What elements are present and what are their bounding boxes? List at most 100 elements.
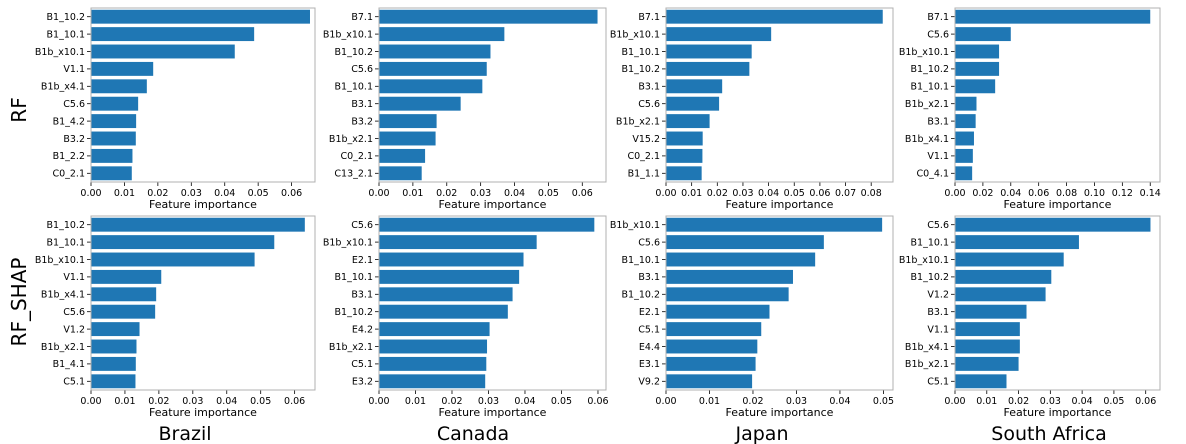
bar-v1-1 [955, 322, 1020, 337]
bar-v1-2 [955, 287, 1046, 302]
x-tick-label: 0.08 [861, 188, 882, 199]
bar-e2-1 [379, 252, 524, 267]
bar-b3-1 [379, 287, 513, 302]
y-tick-label: B1b_x10.1 [35, 47, 85, 58]
x-axis-label: Feature importance [726, 198, 834, 211]
y-tick-label: B1b_x10.1 [610, 220, 660, 231]
y-tick-label: B3.2 [63, 134, 85, 145]
x-tick-label: 0.06 [284, 396, 305, 407]
bar-b1b-x10-1 [666, 27, 772, 42]
x-tick-label: 0.03 [1040, 396, 1061, 407]
bar-b1-10-2 [666, 287, 789, 302]
y-tick-label: B1b_x2.1 [329, 134, 373, 145]
bar-b1b-x2-1 [379, 339, 488, 354]
y-tick-label: B1b_x2.1 [329, 342, 373, 353]
x-tick-label: 0.03 [182, 396, 203, 407]
bar-b1b-x4-1 [91, 79, 147, 94]
bar-v1-1 [955, 148, 973, 163]
bar-b7-1 [955, 9, 1151, 24]
y-tick-label: B3.2 [351, 116, 373, 127]
y-tick-label: B1_10.1 [622, 255, 660, 266]
x-tick-label: 0.01 [114, 188, 135, 199]
bar-b1-10-1 [666, 252, 816, 267]
y-tick-label: B1b_x4.1 [905, 342, 949, 353]
x-tick-label: 0.04 [1000, 188, 1021, 199]
y-tick-label: B1b_x10.1 [323, 29, 373, 40]
y-tick-label: B7.1 [638, 12, 660, 23]
x-tick-label: 0.02 [972, 188, 993, 199]
y-tick-label: B1b_x2.1 [41, 342, 85, 353]
y-tick-label: C13_2.1 [334, 169, 373, 180]
x-tick-label: 0.05 [248, 188, 269, 199]
y-tick-label: B3.1 [351, 99, 373, 110]
y-tick-label: V1.1 [63, 272, 85, 283]
y-tick-label: B1_10.2 [622, 290, 660, 301]
y-tick-label: B1b_x2.1 [905, 359, 949, 370]
bar-v1-1 [91, 269, 162, 284]
y-tick-label: B1b_x4.1 [41, 82, 85, 93]
x-tick-label: 0.00 [655, 396, 676, 407]
x-axis-label: Feature importance [149, 198, 257, 211]
y-tick-label: B1b_x10.1 [899, 255, 949, 266]
x-axis-label: Feature importance [439, 198, 547, 211]
x-tick-label: 0.02 [1008, 396, 1029, 407]
y-tick-label: B3.1 [927, 116, 949, 127]
y-tick-label: E2.1 [352, 255, 373, 266]
x-tick-label: 0.06 [1028, 188, 1049, 199]
y-tick-label: C5.1 [638, 324, 660, 335]
bar-b1-10-2 [666, 61, 750, 76]
bar-b1-10-1 [955, 79, 996, 94]
bar-c5-1 [666, 322, 762, 337]
x-axis-label: Feature importance [439, 406, 547, 419]
x-tick-label: 0.14 [1140, 188, 1161, 199]
x-tick-label: 0.01 [976, 396, 997, 407]
x-tick-label: 0.02 [148, 396, 169, 407]
panel-rf-brazil: B1_10.2 B1_10.1 B1b_x10.1 V1.1 B1b_x4.1 C5.6 B… [35, 7, 316, 211]
plot-frame [90, 215, 316, 391]
bar-b1b-x2-1 [91, 339, 137, 354]
y-tick-label: B1b_x10.1 [323, 237, 373, 248]
bar-b1b-x10-1 [91, 252, 255, 267]
y-tick-label: B1_10.1 [47, 237, 85, 248]
x-tick-label: 0.05 [784, 188, 805, 199]
bar-c0-4-1 [955, 166, 973, 181]
x-axis-label: Feature importance [1004, 198, 1112, 211]
bar-c5-6 [955, 27, 1011, 42]
bar-c5-1 [91, 374, 136, 389]
x-tick-label: 0.00 [80, 396, 101, 407]
x-tick-label: 0.05 [873, 396, 894, 407]
bar-b3-1 [666, 269, 793, 284]
x-tick-label: 0.03 [181, 188, 202, 199]
x-tick-label: 0.12 [1112, 188, 1133, 199]
y-tick-label: B1_10.2 [335, 47, 373, 58]
bar-b1b-x2-1 [955, 356, 1019, 371]
bar-b3-1 [666, 79, 723, 94]
panel-rf-shap-canada: C5.6 B1b_x10.1 E2.1 B1_10.1 B3.1 B1_10.2 E4.2 B… [323, 215, 609, 419]
y-tick-label: C5.6 [351, 220, 373, 231]
x-tick-label: 0.06 [572, 188, 593, 199]
y-tick-label: C0_2.1 [627, 151, 660, 162]
x-tick-label: 0.00 [655, 188, 676, 199]
bar-e4-2 [379, 322, 490, 337]
x-tick-label: 0.04 [504, 188, 525, 199]
y-tick-label: B1_10.1 [47, 29, 85, 40]
plot-frame [378, 7, 607, 183]
bar-c5-6 [91, 96, 139, 111]
bar-b1-4-2 [91, 114, 137, 129]
bar-c0-2-1 [91, 166, 132, 181]
plot-frame [954, 7, 1161, 183]
y-tick-label: C5.6 [927, 220, 949, 231]
bar-b1-10-2 [955, 61, 1000, 76]
panel-rf-shap-south-africa: C5.6 B1_10.1 B1b_x10.1 B1_10.2 V1.2 B3.1 V1.1 B… [899, 215, 1161, 419]
x-tick-label: 0.03 [786, 396, 807, 407]
y-tick-label: B1b_x4.1 [905, 134, 949, 145]
bar-v1-2 [91, 322, 140, 337]
x-tick-label: 0.06 [809, 188, 830, 199]
y-tick-label: E2.1 [639, 307, 660, 318]
y-tick-label: B1b_x4.1 [41, 290, 85, 301]
x-tick-label: 0.05 [1103, 396, 1124, 407]
y-tick-label: V1.1 [927, 324, 949, 335]
x-tick-label: 0.05 [551, 396, 572, 407]
bar-b1b-x10-1 [955, 252, 1064, 267]
